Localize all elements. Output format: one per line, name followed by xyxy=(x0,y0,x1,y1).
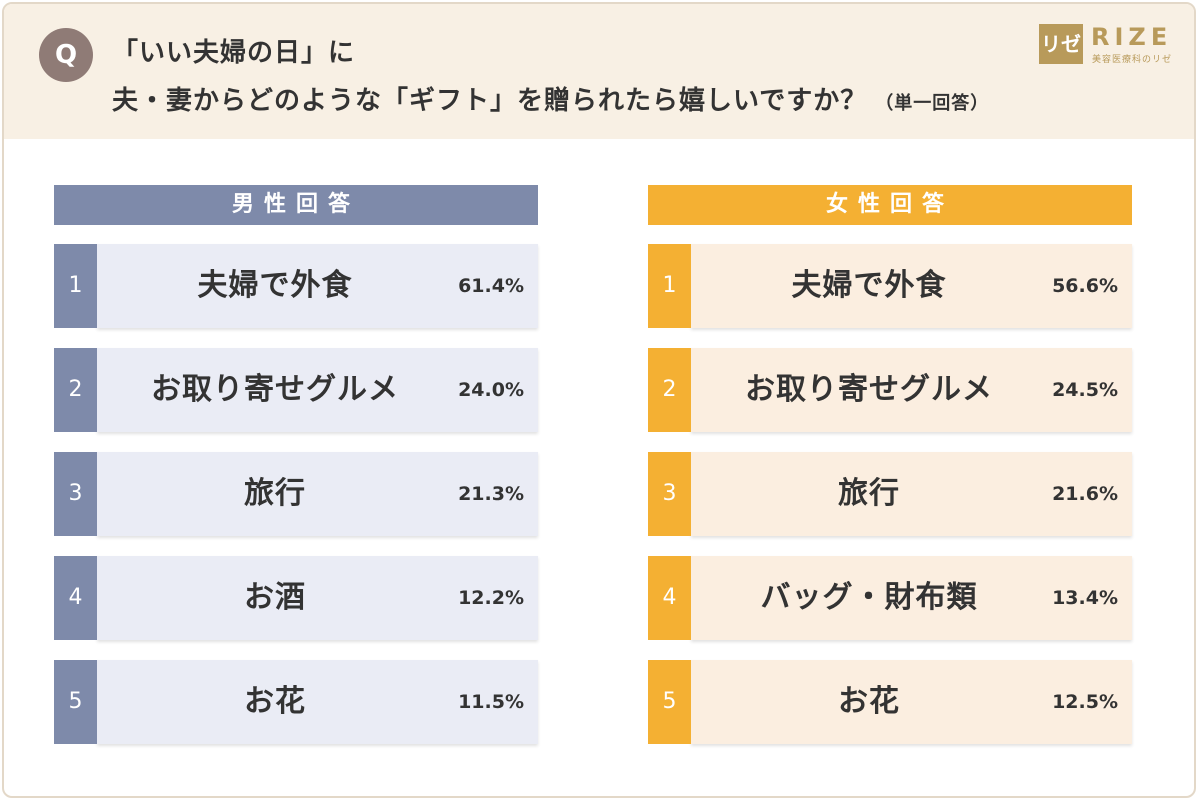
female-rank-row: 5 お花 12.5% xyxy=(648,660,1132,744)
gift-label: 旅行 xyxy=(838,476,900,511)
gift-label: 旅行 xyxy=(244,476,306,511)
brand-logo: リゼ RIZE 美容医療科のリゼ xyxy=(1039,23,1179,65)
male-rank-row: 5 お花 11.5% xyxy=(54,660,538,744)
percent-value: 61.4% xyxy=(458,275,524,297)
percent-value: 24.5% xyxy=(1052,379,1118,401)
row-background xyxy=(97,452,538,536)
female-rank-row: 3 旅行 21.6% xyxy=(648,452,1132,536)
logo-subtext: 美容医療科のリゼ xyxy=(1092,55,1173,65)
percent-value: 21.3% xyxy=(458,483,524,505)
question-line-2: 夫・妻からどのような「ギフト」を贈られたら嬉しいですか？ （単一回答） xyxy=(112,80,989,117)
rank-number: 2 xyxy=(648,348,691,432)
gift-label: 夫婦で外食 xyxy=(197,268,353,303)
gift-label: バッグ・財布類 xyxy=(760,580,978,615)
rank-number: 5 xyxy=(54,660,97,744)
rank-number: 5 xyxy=(648,660,691,744)
female-rank-row: 4 バッグ・財布類 13.4% xyxy=(648,556,1132,640)
male-rank-row: 4 お酒 12.2% xyxy=(54,556,538,640)
row-background xyxy=(97,348,538,432)
question-line-1: 「いい夫婦の日」に xyxy=(112,38,356,68)
answer-type-note: （単一回答） xyxy=(875,93,990,114)
male-panel-title: 男性回答 xyxy=(54,185,538,225)
rank-number: 1 xyxy=(648,244,691,328)
question-header: Q 「いい夫婦の日」に 夫・妻からどのような「ギフト」を贈られたら嬉しいですか？… xyxy=(4,4,1194,139)
male-rank-row: 2 お取り寄せグルメ 24.0% xyxy=(54,348,538,432)
gift-label: お花 xyxy=(244,684,306,719)
gift-label: お花 xyxy=(838,684,900,719)
percent-value: 13.4% xyxy=(1052,587,1118,609)
row-background xyxy=(691,556,1132,640)
female-answers-panel: 女性回答 1 夫婦で外食 56.6% 2 お取り寄せグルメ 24.5% 3 旅行 21.6% 4 バ… xyxy=(648,185,1132,744)
row-background xyxy=(97,660,538,744)
question-text: 夫・妻からどのような「ギフト」を贈られたら嬉しいですか？ xyxy=(112,86,868,116)
rank-number: 4 xyxy=(54,556,97,640)
logo-mark: リゼ xyxy=(1039,24,1083,64)
male-answers-panel: 男性回答 1 夫婦で外食 61.4% 2 お取り寄せグルメ 24.0% 3 旅行 21.3% 4 お… xyxy=(54,185,538,744)
question-badge: Q xyxy=(39,28,93,82)
row-background xyxy=(691,348,1132,432)
rank-number: 3 xyxy=(648,452,691,536)
gift-label: お取り寄せグルメ xyxy=(151,372,399,407)
male-rank-row: 3 旅行 21.3% xyxy=(54,452,538,536)
gift-label: お取り寄せグルメ xyxy=(745,372,993,407)
rank-number: 1 xyxy=(54,244,97,328)
row-background xyxy=(691,660,1132,744)
row-background xyxy=(691,452,1132,536)
row-background xyxy=(97,556,538,640)
percent-value: 11.5% xyxy=(458,691,524,713)
gift-label: 夫婦で外食 xyxy=(791,268,947,303)
percent-value: 24.0% xyxy=(458,379,524,401)
rank-number: 4 xyxy=(648,556,691,640)
male-rank-row: 1 夫婦で外食 61.4% xyxy=(54,244,538,328)
rank-number: 2 xyxy=(54,348,97,432)
percent-value: 21.6% xyxy=(1052,483,1118,505)
row-background xyxy=(97,244,538,328)
row-background xyxy=(691,244,1132,328)
female-rank-row: 2 お取り寄せグルメ 24.5% xyxy=(648,348,1132,432)
gift-label: お酒 xyxy=(244,580,306,615)
logo-wordmark: RIZE xyxy=(1091,23,1173,51)
percent-value: 56.6% xyxy=(1052,275,1118,297)
percent-value: 12.5% xyxy=(1052,691,1118,713)
female-rank-row: 1 夫婦で外食 56.6% xyxy=(648,244,1132,328)
percent-value: 12.2% xyxy=(458,587,524,609)
female-panel-title: 女性回答 xyxy=(648,185,1132,225)
rank-number: 3 xyxy=(54,452,97,536)
